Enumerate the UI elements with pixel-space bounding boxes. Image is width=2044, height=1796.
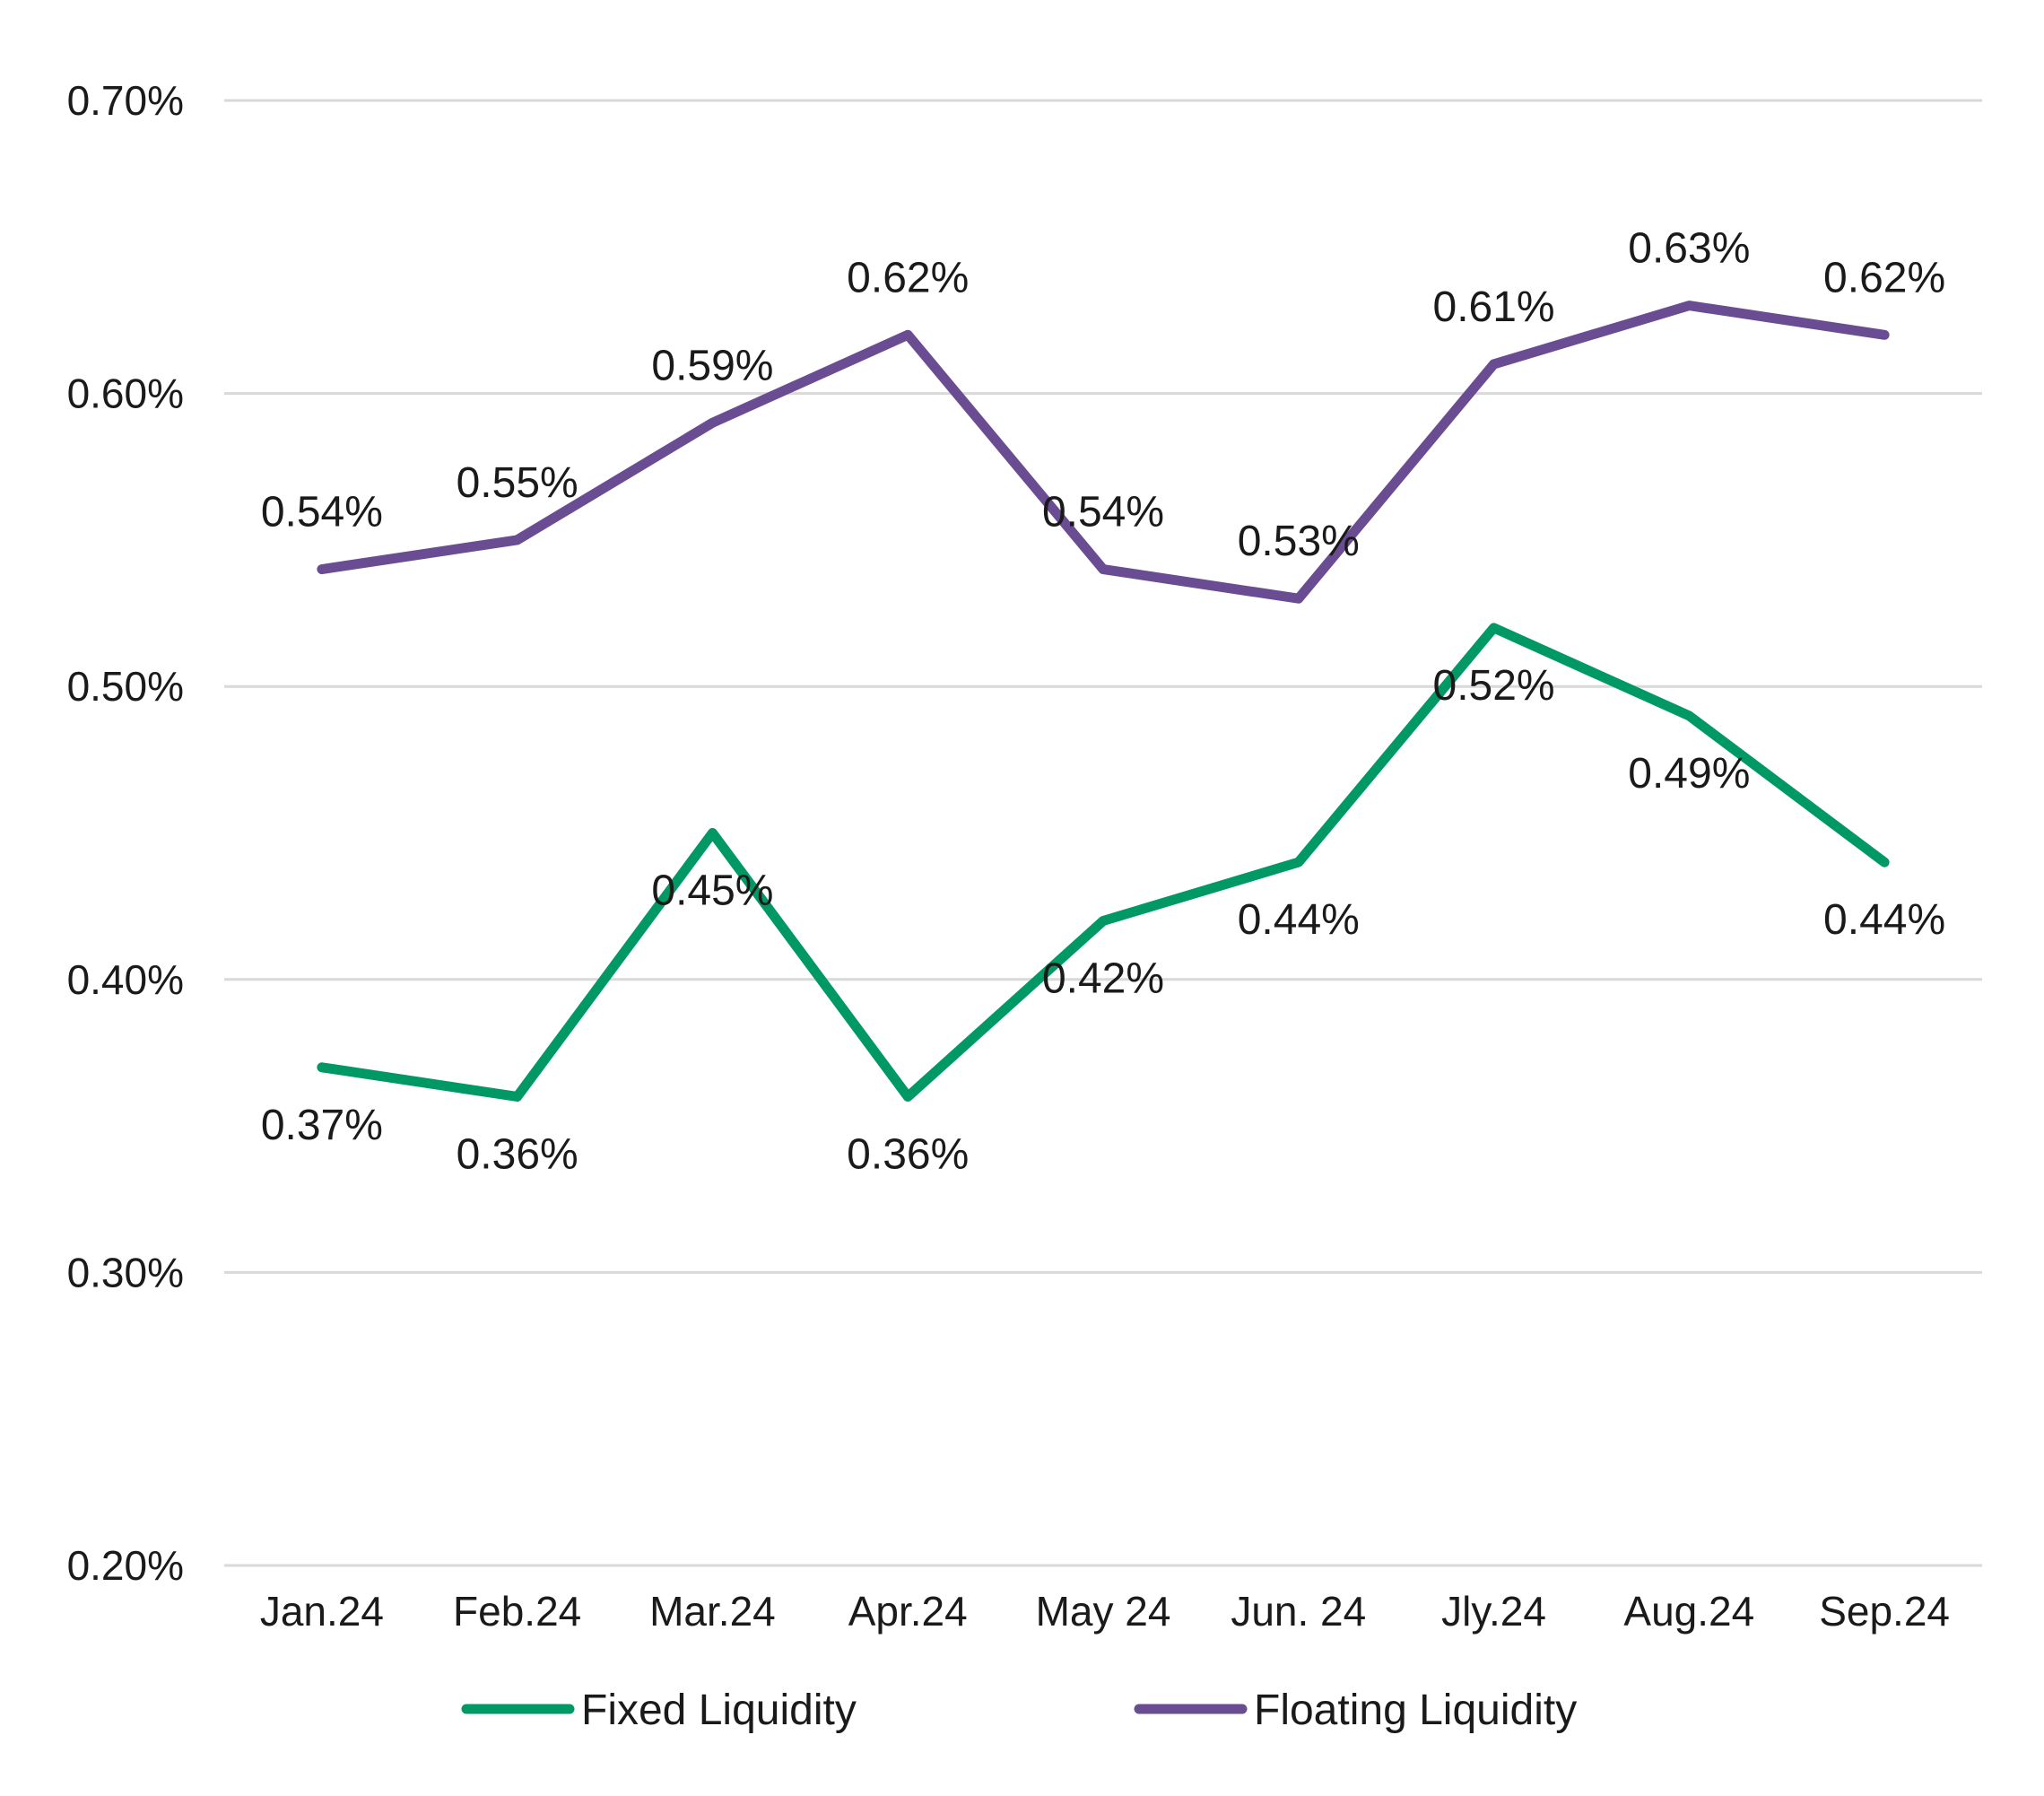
x-tick-label: Jly.24	[1441, 1588, 1546, 1635]
data-label: 0.62%	[1823, 254, 1945, 301]
data-label: 0.44%	[1238, 896, 1360, 944]
data-label: 0.36%	[847, 1130, 969, 1178]
data-label: 0.63%	[1628, 225, 1750, 273]
x-tick-label: Feb.24	[453, 1588, 581, 1635]
data-label: 0.42%	[1042, 955, 1164, 1002]
series-line-fixed-liquidity	[317, 623, 1890, 1102]
data-label: 0.49%	[1628, 750, 1750, 798]
data-label: 0.36%	[457, 1130, 578, 1178]
data-label: 0.59%	[651, 342, 773, 389]
data-label: 0.45%	[651, 867, 773, 915]
y-tick-label: 0.40%	[67, 956, 184, 1003]
legend-label: Floating Liquidity	[1254, 1687, 1577, 1734]
gridlines	[224, 99, 1982, 1567]
y-tick-label: 0.70%	[67, 77, 184, 124]
legend: Fixed Liquidity Floating Liquidity	[461, 1687, 1577, 1734]
y-axis-ticks: 0.20% 0.30% 0.40% 0.50% 0.60% 0.70%	[67, 77, 184, 1589]
data-label: 0.52%	[1433, 662, 1555, 710]
data-label: 0.62%	[847, 254, 969, 301]
legend-label: Fixed Liquidity	[581, 1687, 857, 1734]
series-lines	[317, 301, 1890, 1102]
x-tick-label: May 24	[1036, 1588, 1171, 1635]
x-axis-ticks: Jan.24 Feb.24 Mar.24 Apr.24 May 24 Jun. 24 Jly…	[260, 1588, 1950, 1635]
y-tick-label: 0.50%	[67, 663, 184, 710]
y-tick-label: 0.60%	[67, 371, 184, 417]
data-labels: 0.37% 0.36% 0.45% 0.36% 0.42% 0.44% 0.52% 0.49%…	[261, 225, 1945, 1179]
data-label: 0.61%	[1433, 283, 1555, 331]
x-tick-label: Apr.24	[848, 1588, 968, 1635]
data-label: 0.55%	[457, 459, 578, 507]
x-tick-label: Jun. 24	[1231, 1588, 1366, 1635]
data-label: 0.37%	[261, 1102, 383, 1149]
data-label: 0.44%	[1823, 896, 1945, 944]
x-tick-label: Mar.24	[649, 1588, 776, 1635]
y-tick-label: 0.30%	[67, 1249, 184, 1295]
x-tick-label: Jan.24	[260, 1588, 384, 1635]
y-tick-label: 0.20%	[67, 1542, 184, 1589]
data-label: 0.54%	[1042, 489, 1164, 536]
data-label: 0.53%	[1238, 518, 1360, 565]
data-label: 0.54%	[261, 489, 383, 536]
x-tick-label: Aug.24	[1623, 1588, 1754, 1635]
x-tick-label: Sep.24	[1819, 1588, 1950, 1635]
series-line-floating-liquidity	[317, 301, 1890, 604]
